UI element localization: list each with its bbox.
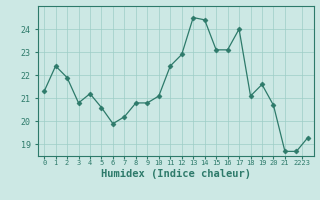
X-axis label: Humidex (Indice chaleur): Humidex (Indice chaleur) bbox=[101, 169, 251, 179]
